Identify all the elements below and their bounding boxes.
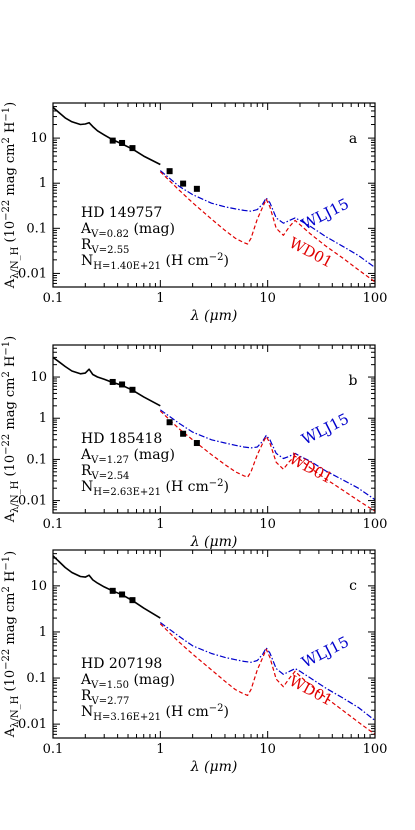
x-tick-label: 100 — [363, 291, 388, 306]
annotation-line: AV=0.82 (mag) — [80, 221, 175, 240]
annotation-line: NH=1.40E+21 (H cm−2) — [81, 252, 229, 272]
series-observed-extinction-curve — [53, 106, 161, 166]
y-tick-label: 1 — [39, 625, 47, 640]
series-observed-extinction-curve — [53, 356, 161, 407]
photometric-point — [129, 386, 136, 393]
plot-area — [53, 555, 375, 735]
y-tick-label: 0.1 — [26, 671, 47, 686]
y-tick-label: 0.01 — [18, 717, 47, 732]
series-observed-extinction-curve — [53, 555, 161, 619]
annotation-line: NH=2.63E+21 (H cm−2) — [81, 478, 229, 498]
series-wd01 — [159, 410, 375, 512]
x-tick-label: 1 — [156, 291, 164, 306]
plot-frame — [52, 102, 376, 288]
y-tick-label: 0.1 — [26, 221, 47, 236]
y-axis-title: Aλ/N_H (10−22 mag cm2 H−1) — [1, 336, 21, 523]
photometric-point — [166, 419, 173, 426]
annotation-line: AV=1.27 (mag) — [80, 447, 175, 466]
photometric-point — [180, 180, 187, 187]
photometric-point — [166, 168, 173, 175]
annotation-line: AV=1.50 (mag) — [80, 672, 175, 691]
y-tick-label: 10 — [30, 370, 47, 385]
annotation-line: NH=3.16E+21 (H cm−2) — [81, 703, 229, 723]
x-tick-label: 10 — [259, 742, 276, 757]
y-tick-label: 0.1 — [26, 452, 47, 467]
x-tick-label: 10 — [259, 291, 276, 306]
photometric-point — [119, 381, 126, 388]
photometric-point — [129, 597, 136, 604]
annotation-line: HD 185418 — [81, 431, 162, 447]
plot-frame — [52, 344, 376, 514]
photometric-point — [193, 185, 200, 192]
y-axis-title: Aλ/N_H (10−22 mag cm2 H−1) — [1, 551, 21, 738]
annotation-line: HD 149757 — [81, 205, 162, 221]
photometric-point — [109, 137, 116, 144]
photometric-point — [119, 139, 126, 146]
x-axis-title: λ (μm) — [190, 759, 238, 775]
plot-area — [53, 106, 375, 283]
x-axis-title: λ (μm) — [190, 534, 238, 550]
wlj15-label: WLJ15 — [299, 410, 352, 449]
y-tick-label: 0.01 — [18, 266, 47, 281]
x-tick-label: 1 — [156, 742, 164, 757]
x-tick-label: 0.1 — [43, 291, 64, 306]
photometric-point — [129, 145, 136, 152]
photometric-point — [193, 440, 200, 447]
wd01-label: WD01 — [286, 234, 336, 272]
photometric-point — [180, 430, 187, 437]
photometric-point — [109, 587, 116, 594]
annotation-line: RV=2.55​ — [81, 237, 129, 256]
wd01-label: WD01 — [286, 672, 336, 710]
series-wlj15 — [159, 622, 375, 721]
plot-frame — [52, 549, 376, 739]
y-axis-title: Aλ/N_H (10−22 mag cm2 H−1) — [1, 102, 21, 289]
series-wd01 — [159, 171, 375, 283]
x-tick-label: 0.1 — [43, 742, 64, 757]
x-tick-label: 10 — [259, 517, 276, 532]
plot-area — [53, 356, 375, 512]
wd01-label: WD01 — [286, 450, 336, 488]
photometric-point — [119, 591, 126, 598]
x-tick-label: 1 — [156, 517, 164, 532]
x-tick-label: 0.1 — [43, 517, 64, 532]
panel-letter: b — [349, 373, 358, 389]
annotation-line: HD 207198 — [81, 656, 162, 672]
y-tick-label: 1 — [39, 411, 47, 426]
y-tick-label: 10 — [30, 579, 47, 594]
wlj15-label: WLJ15 — [299, 633, 352, 672]
series-wlj15 — [159, 409, 375, 501]
x-axis-title: λ (μm) — [190, 308, 238, 324]
wlj15-label: WLJ15 — [299, 195, 352, 234]
panel-letter: c — [349, 578, 357, 594]
y-tick-label: 1 — [39, 176, 47, 191]
axis-ticks — [52, 102, 375, 288]
y-tick-label: 0.01 — [18, 494, 47, 509]
photometric-point — [109, 378, 116, 385]
annotation-line: RV=2.77​ — [81, 688, 129, 707]
x-tick-label: 100 — [363, 742, 388, 757]
x-tick-label: 100 — [363, 517, 388, 532]
series-wd01 — [159, 623, 375, 735]
y-tick-label: 10 — [30, 131, 47, 146]
panel-letter: a — [349, 131, 357, 147]
annotation-line: RV=2.54​ — [81, 463, 129, 482]
